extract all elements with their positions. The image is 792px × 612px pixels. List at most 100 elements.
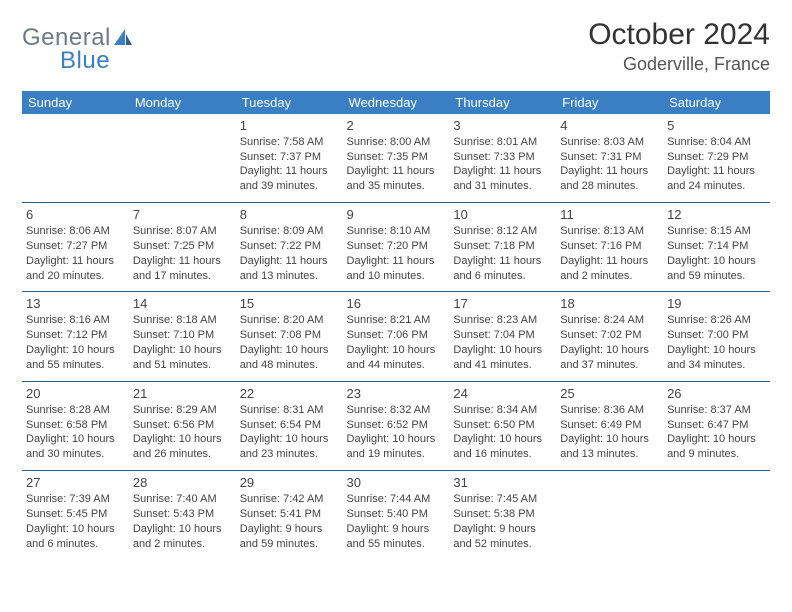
calendar-cell: 4 Sunrise: 8:03 AMSunset: 7:31 PMDaylight… xyxy=(556,114,663,203)
calendar-row: 13Sunrise: 8:16 AMSunset: 7:12 PMDayligh… xyxy=(22,292,770,381)
calendar-cell: 22Sunrise: 8:31 AMSunset: 6:54 PMDayligh… xyxy=(236,381,343,470)
calendar-table: SundayMondayTuesdayWednesdayThursdayFrid… xyxy=(22,91,770,560)
daylight-line: and 24 minutes. xyxy=(667,179,766,194)
calendar-cell: 21Sunrise: 8:29 AMSunset: 6:56 PMDayligh… xyxy=(129,381,236,470)
day-number: 19 xyxy=(667,296,766,311)
calendar-cell: 23Sunrise: 8:32 AMSunset: 6:52 PMDayligh… xyxy=(343,381,450,470)
daylight-line: and 59 minutes. xyxy=(667,269,766,284)
day-number: 8 xyxy=(240,207,339,222)
day-number: 20 xyxy=(26,386,125,401)
daylight-line: and 30 minutes. xyxy=(26,447,125,462)
sunrise-line: Sunrise: 8:03 AM xyxy=(560,135,659,150)
sunset-line: Sunset: 6:52 PM xyxy=(347,418,446,433)
title-block: October 2024 Goderville, France xyxy=(588,18,770,75)
daylight-line: and 39 minutes. xyxy=(240,179,339,194)
daylight-line: Daylight: 11 hours xyxy=(560,164,659,179)
sail-icon xyxy=(113,25,133,53)
daylight-line: and 13 minutes. xyxy=(560,447,659,462)
sunrise-line: Sunrise: 8:12 AM xyxy=(453,224,552,239)
daylight-line: Daylight: 11 hours xyxy=(347,254,446,269)
brand-part2: Blue xyxy=(60,47,110,74)
sunset-line: Sunset: 7:14 PM xyxy=(667,239,766,254)
daylight-line: and 17 minutes. xyxy=(133,269,232,284)
sunrise-line: Sunrise: 8:21 AM xyxy=(347,313,446,328)
day-number: 10 xyxy=(453,207,552,222)
sunrise-line: Sunrise: 8:10 AM xyxy=(347,224,446,239)
daylight-line: and 6 minutes. xyxy=(26,537,125,552)
sunset-line: Sunset: 7:04 PM xyxy=(453,328,552,343)
daylight-line: and 48 minutes. xyxy=(240,358,339,373)
day-number: 6 xyxy=(26,207,125,222)
sunset-line: Sunset: 7:31 PM xyxy=(560,150,659,165)
calendar-row: 6Sunrise: 8:06 AMSunset: 7:27 PMDaylight… xyxy=(22,203,770,292)
daylight-line: Daylight: 10 hours xyxy=(453,432,552,447)
weekday-header: Friday xyxy=(556,91,663,114)
calendar-cell: 2Sunrise: 8:00 AMSunset: 7:35 PMDaylight… xyxy=(343,114,450,203)
calendar-head: SundayMondayTuesdayWednesdayThursdayFrid… xyxy=(22,91,770,114)
day-number: 25 xyxy=(560,386,659,401)
sunset-line: Sunset: 7:33 PM xyxy=(453,150,552,165)
daylight-line: and 16 minutes. xyxy=(453,447,552,462)
sunset-line: Sunset: 7:10 PM xyxy=(133,328,232,343)
sunset-line: Sunset: 7:02 PM xyxy=(560,328,659,343)
weekday-header: Monday xyxy=(129,91,236,114)
sunset-line: Sunset: 7:22 PM xyxy=(240,239,339,254)
sunset-line: Sunset: 6:54 PM xyxy=(240,418,339,433)
sunrise-line: Sunrise: 8:16 AM xyxy=(26,313,125,328)
sunset-line: Sunset: 7:12 PM xyxy=(26,328,125,343)
sunrise-line: Sunrise: 8:26 AM xyxy=(667,313,766,328)
calendar-cell: 31Sunrise: 7:45 AMSunset: 5:38 PMDayligh… xyxy=(449,471,556,560)
daylight-line: and 13 minutes. xyxy=(240,269,339,284)
day-number: 17 xyxy=(453,296,552,311)
sunset-line: Sunset: 6:50 PM xyxy=(453,418,552,433)
daylight-line: and 59 minutes. xyxy=(240,537,339,552)
calendar-cell-empty xyxy=(556,471,663,560)
calendar-cell: 19Sunrise: 8:26 AMSunset: 7:00 PMDayligh… xyxy=(663,292,770,381)
daylight-line: and 2 minutes. xyxy=(560,269,659,284)
daylight-line: and 31 minutes. xyxy=(453,179,552,194)
sunset-line: Sunset: 7:20 PM xyxy=(347,239,446,254)
day-number: 16 xyxy=(347,296,446,311)
sunset-line: Sunset: 5:38 PM xyxy=(453,507,552,522)
day-number: 11 xyxy=(560,207,659,222)
day-number: 7 xyxy=(133,207,232,222)
daylight-line: Daylight: 10 hours xyxy=(667,343,766,358)
sunrise-line: Sunrise: 8:07 AM xyxy=(133,224,232,239)
day-number: 28 xyxy=(133,475,232,490)
day-number: 4 xyxy=(560,118,659,133)
daylight-line: Daylight: 11 hours xyxy=(560,254,659,269)
calendar-cell: 3Sunrise: 8:01 AMSunset: 7:33 PMDaylight… xyxy=(449,114,556,203)
calendar-cell-empty xyxy=(663,471,770,560)
daylight-line: Daylight: 11 hours xyxy=(347,164,446,179)
calendar-cell: 9 Sunrise: 8:10 AMSunset: 7:20 PMDaylight… xyxy=(343,203,450,292)
day-number: 18 xyxy=(560,296,659,311)
sunset-line: Sunset: 7:29 PM xyxy=(667,150,766,165)
calendar-cell: 28Sunrise: 7:40 AMSunset: 5:43 PMDayligh… xyxy=(129,471,236,560)
daylight-line: and 51 minutes. xyxy=(133,358,232,373)
calendar-cell: 6Sunrise: 8:06 AMSunset: 7:27 PMDaylight… xyxy=(22,203,129,292)
daylight-line: and 35 minutes. xyxy=(347,179,446,194)
daylight-line: Daylight: 9 hours xyxy=(453,522,552,537)
calendar-cell: 30Sunrise: 7:44 AMSunset: 5:40 PMDayligh… xyxy=(343,471,450,560)
daylight-line: Daylight: 11 hours xyxy=(133,254,232,269)
sunrise-line: Sunrise: 8:32 AM xyxy=(347,403,446,418)
calendar-cell: 7Sunrise: 8:07 AMSunset: 7:25 PMDaylight… xyxy=(129,203,236,292)
weekday-header: Wednesday xyxy=(343,91,450,114)
day-number: 27 xyxy=(26,475,125,490)
daylight-line: Daylight: 11 hours xyxy=(240,164,339,179)
sunrise-line: Sunrise: 7:39 AM xyxy=(26,492,125,507)
sunset-line: Sunset: 5:45 PM xyxy=(26,507,125,522)
daylight-line: Daylight: 11 hours xyxy=(26,254,125,269)
day-number: 14 xyxy=(133,296,232,311)
daylight-line: and 44 minutes. xyxy=(347,358,446,373)
sunset-line: Sunset: 7:18 PM xyxy=(453,239,552,254)
calendar-cell: 13Sunrise: 8:16 AMSunset: 7:12 PMDayligh… xyxy=(22,292,129,381)
calendar-cell: 14Sunrise: 8:18 AMSunset: 7:10 PMDayligh… xyxy=(129,292,236,381)
day-number: 15 xyxy=(240,296,339,311)
daylight-line: and 10 minutes. xyxy=(347,269,446,284)
day-number: 9 xyxy=(347,207,446,222)
sunset-line: Sunset: 6:56 PM xyxy=(133,418,232,433)
calendar-cell: 1Sunrise: 7:58 AMSunset: 7:37 PMDaylight… xyxy=(236,114,343,203)
calendar-cell: 11Sunrise: 8:13 AMSunset: 7:16 PMDayligh… xyxy=(556,203,663,292)
sunrise-line: Sunrise: 8:31 AM xyxy=(240,403,339,418)
